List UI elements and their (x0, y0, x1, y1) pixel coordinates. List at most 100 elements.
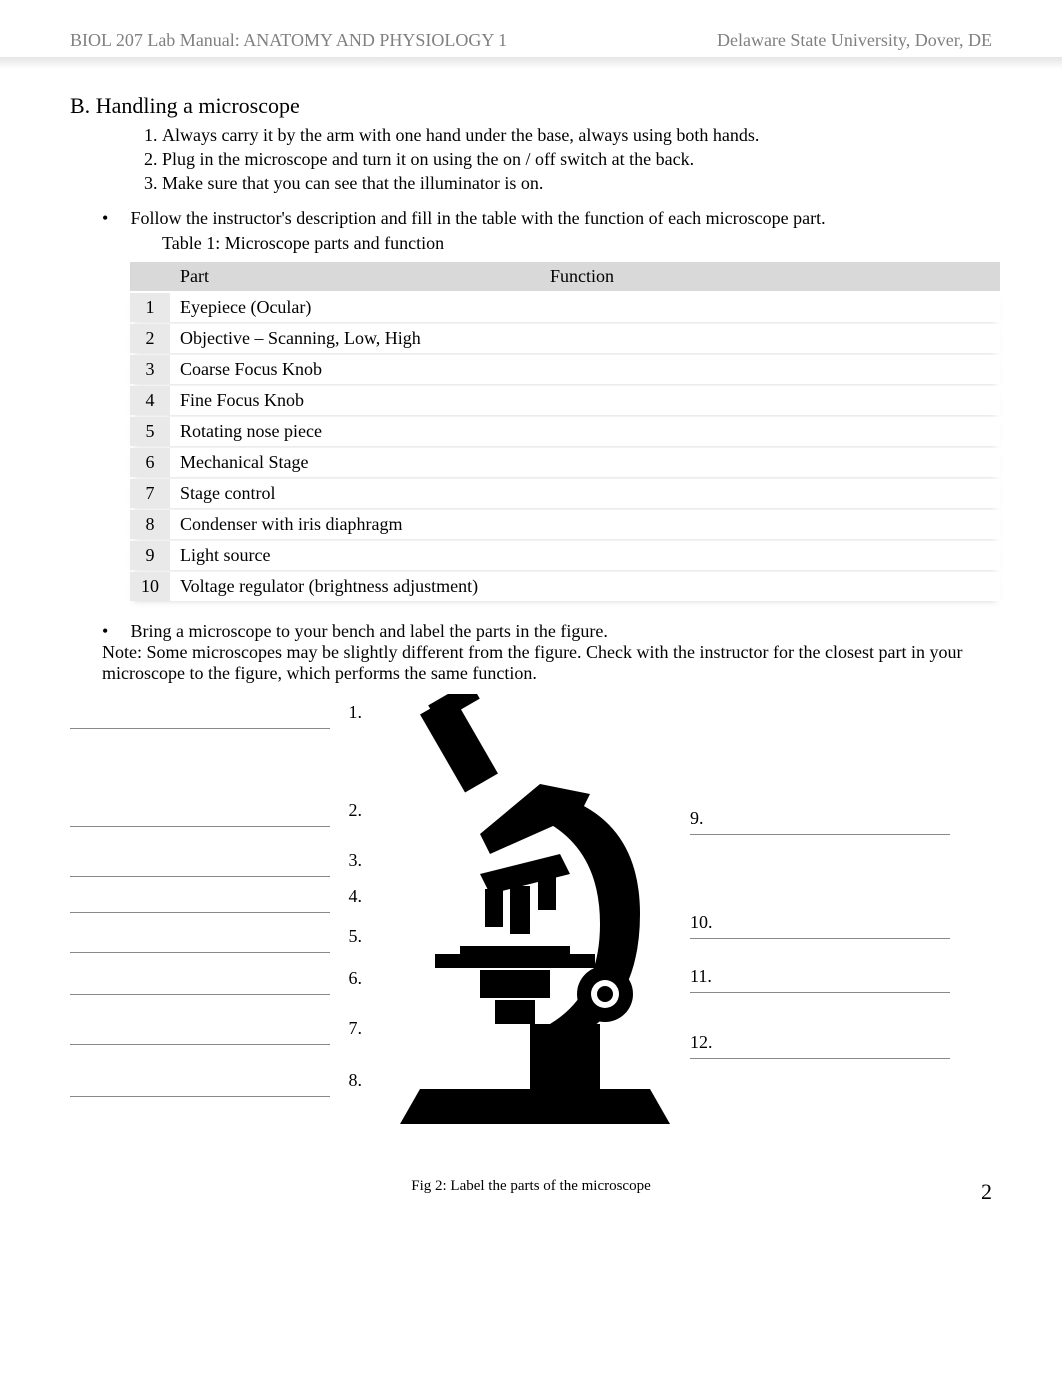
stage-shape (435, 954, 595, 968)
table-caption: Table 1: Microscope parts and function (162, 233, 992, 254)
header-right: Delaware State University, Dover, DE (717, 30, 992, 51)
table-header-blank (130, 262, 170, 291)
header-left: BIOL 207 Lab Manual: ANATOMY AND PHYSIOL… (70, 30, 507, 51)
figure-label-number: 1. (349, 702, 363, 723)
stage-clip-shape (460, 946, 570, 954)
figure-label-blank[interactable] (690, 834, 950, 835)
row-number: 10 (130, 572, 170, 601)
table-header-function: Function (540, 262, 1000, 291)
figure-label-number: 11. (690, 966, 712, 987)
figure-caption: Fig 2: Label the parts of the microscope (70, 1178, 992, 1195)
table-row: 4Fine Focus Knob (130, 386, 1000, 415)
row-number: 1 (130, 293, 170, 322)
table-row: 9Light source (130, 541, 1000, 570)
bullet-2-text: Bring a microscope to your bench and lab… (131, 621, 608, 641)
table-row: 1Eyepiece (Ocular) (130, 293, 1000, 322)
section-title: B. Handling a microscope (70, 93, 992, 119)
row-part: Mechanical Stage (170, 448, 540, 477)
section-heading: Handling a microscope (96, 93, 300, 118)
figure-label-blank[interactable] (690, 1058, 950, 1059)
step-1: Always carry it by the arm with one hand… (162, 125, 992, 146)
fine-knob-center (597, 986, 613, 1002)
figure-label-blank[interactable] (70, 728, 330, 729)
row-number: 8 (130, 510, 170, 539)
figure-label-number: 9. (690, 808, 704, 829)
table-row: 8Condenser with iris diaphragm (130, 510, 1000, 539)
figure-label-number: 7. (349, 1018, 363, 1039)
section-letter: B. (70, 93, 90, 118)
figure-label-blank[interactable] (690, 992, 950, 993)
table-row: 6Mechanical Stage (130, 448, 1000, 477)
figure-label-blank[interactable] (70, 1096, 330, 1097)
row-part: Fine Focus Knob (170, 386, 540, 415)
row-number: 9 (130, 541, 170, 570)
row-part: Condenser with iris diaphragm (170, 510, 540, 539)
row-function[interactable] (540, 355, 1000, 384)
table-row: 7Stage control (130, 479, 1000, 508)
row-part: Light source (170, 541, 540, 570)
light-source-shape (495, 1000, 535, 1024)
page-number: 2 (981, 1179, 992, 1205)
figure-label-blank[interactable] (70, 1044, 330, 1045)
figure-label-number: 10. (690, 912, 713, 933)
table-row: 10Voltage regulator (brightness adjustme… (130, 572, 1000, 601)
row-function[interactable] (540, 448, 1000, 477)
pillar-shape (530, 1024, 600, 1094)
row-function[interactable] (540, 479, 1000, 508)
row-function[interactable] (540, 572, 1000, 601)
figure-label-number: 6. (349, 968, 363, 989)
figure-label-blank[interactable] (70, 952, 330, 953)
table-row: 3Coarse Focus Knob (130, 355, 1000, 384)
note-text: Note: Some microscopes may be slightly d… (102, 642, 992, 684)
instruction-bullet-2: • Bring a microscope to your bench and l… (102, 621, 992, 642)
row-function[interactable] (540, 293, 1000, 322)
lab-manual-page: BIOL 207 Lab Manual: ANATOMY AND PHYSIOL… (0, 0, 1062, 1235)
figure-label-number: 12. (690, 1032, 713, 1053)
row-part: Stage control (170, 479, 540, 508)
figure-label-number: 5. (349, 926, 363, 947)
bullet-icon: • (102, 208, 126, 229)
microscope-diagram (380, 694, 690, 1144)
table-row: 2Objective – Scanning, Low, High (130, 324, 1000, 353)
row-function[interactable] (540, 541, 1000, 570)
figure-label-blank[interactable] (70, 876, 330, 877)
figure-label-number: 4. (349, 886, 363, 907)
instruction-bullet-1: • Follow the instructor's description an… (102, 208, 992, 229)
row-number: 5 (130, 417, 170, 446)
table-header-part: Part (170, 262, 540, 291)
row-part: Eyepiece (Ocular) (170, 293, 540, 322)
table-header-row: Part Function (130, 262, 1000, 291)
row-part: Coarse Focus Knob (170, 355, 540, 384)
row-number: 7 (130, 479, 170, 508)
row-number: 2 (130, 324, 170, 353)
row-part: Objective – Scanning, Low, High (170, 324, 540, 353)
page-header: BIOL 207 Lab Manual: ANATOMY AND PHYSIOL… (70, 30, 992, 51)
step-3: Make sure that you can see that the illu… (162, 173, 992, 194)
bullet-icon: • (102, 621, 126, 642)
base-shape (400, 1089, 670, 1124)
row-function[interactable] (540, 324, 1000, 353)
bullet-1-text: Follow the instructor's description and … (131, 208, 826, 228)
figure-label-blank[interactable] (70, 912, 330, 913)
row-number: 4 (130, 386, 170, 415)
row-part: Rotating nose piece (170, 417, 540, 446)
header-divider (0, 57, 1062, 69)
row-part: Voltage regulator (brightness adjustment… (170, 572, 540, 601)
row-number: 6 (130, 448, 170, 477)
objective-3 (538, 876, 556, 910)
figure-label-number: 2. (349, 800, 363, 821)
microscope-parts-table: Part Function 1Eyepiece (Ocular)2Objecti… (130, 260, 1000, 603)
row-function[interactable] (540, 510, 1000, 539)
note-block: • Bring a microscope to your bench and l… (102, 621, 992, 684)
step-2: Plug in the microscope and turn it on us… (162, 149, 992, 170)
handling-steps-list: Always carry it by the arm with one hand… (70, 125, 992, 194)
row-function[interactable] (540, 417, 1000, 446)
condenser-shape (480, 970, 550, 998)
table-row: 5Rotating nose piece (130, 417, 1000, 446)
figure-label-blank[interactable] (690, 938, 950, 939)
figure-label-blank[interactable] (70, 826, 330, 827)
figure-label-number: 8. (349, 1070, 363, 1091)
microscope-figure: 1.2.3.4.5.6.7.8. 9.10.11.12. (70, 694, 990, 1174)
row-function[interactable] (540, 386, 1000, 415)
figure-label-blank[interactable] (70, 994, 330, 995)
